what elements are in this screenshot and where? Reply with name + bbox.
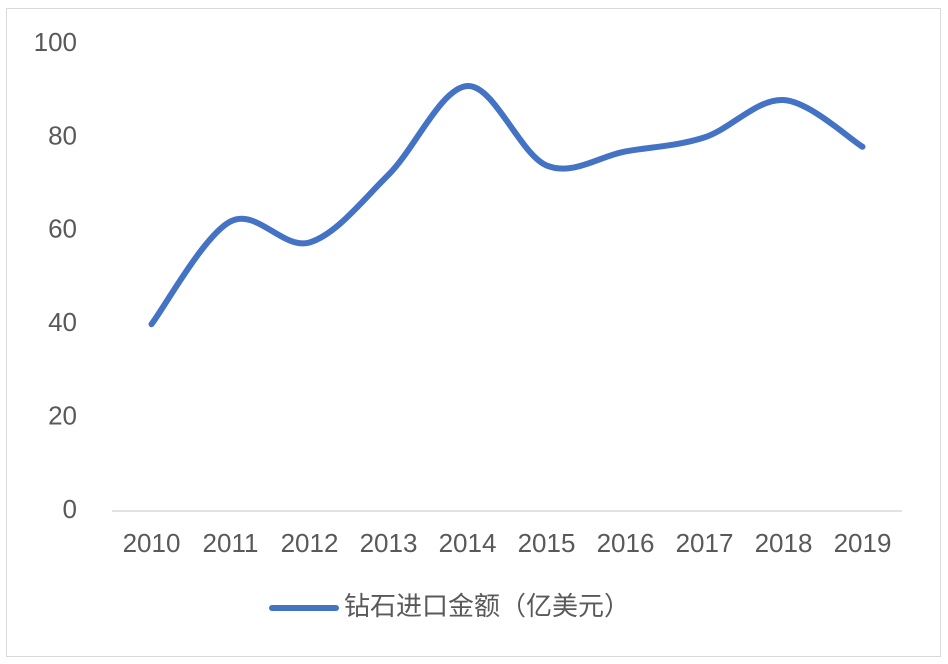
x-tick-label: 2014 [439, 528, 497, 558]
y-tick-label: 60 [48, 214, 77, 244]
chart-border [6, 8, 941, 657]
legend-label: 钻石进口金额（亿美元） [344, 591, 630, 621]
x-tick-label: 2015 [518, 528, 576, 558]
x-tick-label: 2017 [676, 528, 734, 558]
x-tick-label: 2011 [203, 528, 259, 558]
x-tick-label: 2016 [597, 528, 655, 558]
x-tick-label: 2013 [360, 528, 418, 558]
x-tick-label: 2010 [123, 528, 181, 558]
y-tick-label: 0 [63, 494, 77, 524]
y-tick-label: 80 [48, 120, 77, 150]
x-tick-label: 2019 [834, 528, 892, 558]
x-tick-label: 2012 [281, 528, 339, 558]
line-series [148, 83, 866, 328]
y-tick-label: 40 [48, 307, 77, 337]
y-tick-label: 100 [34, 27, 77, 57]
y-tick-label: 20 [48, 400, 77, 430]
x-tick-label: 2018 [755, 528, 813, 558]
